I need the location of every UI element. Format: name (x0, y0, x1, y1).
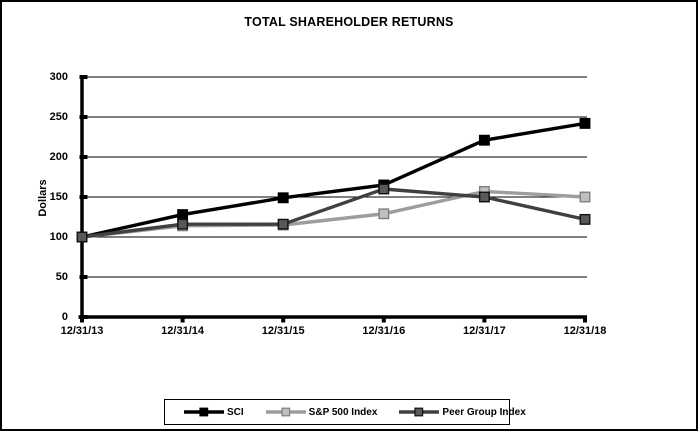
series-line-s-p-500-index (81, 189, 586, 239)
y-tick-label: 300 (49, 71, 68, 83)
series-marker-peer-group-index (579, 213, 591, 225)
series-marker-sci (579, 117, 591, 129)
chart-title: TOTAL SHAREHOLDER RETURNS (244, 15, 454, 29)
series-marker-peer-group-index (277, 218, 289, 230)
series-line-sci (81, 121, 586, 239)
y-tick-label: 200 (49, 151, 68, 163)
legend-item: S&P 500 Index (265, 406, 378, 418)
series-marker-sci (277, 192, 289, 204)
y-tick-label: 150 (49, 191, 68, 203)
series-marker-peer-group-index (478, 191, 490, 203)
x-tick-mark (381, 317, 386, 323)
y-tick-mark (79, 275, 88, 279)
x-tick-mark (80, 317, 84, 323)
y-tick-mark (79, 195, 88, 199)
x-tick-mark (583, 317, 587, 323)
x-tick-label: 12/31/15 (261, 325, 305, 337)
series-marker-sci (177, 209, 189, 221)
x-tick-label: 12/31/13 (60, 325, 104, 337)
legend-line-marker-icon (399, 407, 440, 417)
legend-label: S&P 500 Index (308, 406, 378, 418)
y-tick-label: 100 (49, 231, 68, 243)
series-marker-peer-group-index (76, 231, 88, 243)
series-marker-sci (478, 134, 490, 146)
series-marker-s-p-500-index (579, 191, 591, 203)
legend-item: SCI (184, 407, 244, 418)
x-tick-label: 12/31/18 (563, 325, 607, 337)
x-tick-label: 12/31/17 (462, 325, 506, 337)
y-tick-mark (79, 155, 88, 159)
legend: SCI S&P 500 Index Peer Group Index (164, 399, 526, 425)
legend-item: Peer Group Index (399, 406, 526, 418)
y-tick-label: 50 (55, 271, 68, 283)
series-marker-peer-group-index (177, 218, 189, 230)
y-tick-label: 250 (49, 111, 68, 123)
series-marker-peer-group-index (378, 183, 390, 195)
series-marker-s-p-500-index (378, 208, 390, 220)
x-tick-label: 12/31/14 (161, 325, 204, 337)
legend-line-marker-icon (265, 407, 306, 417)
x-tick-mark (482, 317, 487, 323)
series-line-peer-group-index (81, 187, 586, 239)
x-axis-line (78, 315, 587, 319)
y-tick-mark (79, 75, 88, 79)
x-tick-label: 12/31/16 (362, 325, 406, 337)
y-tick-label: 0 (61, 311, 68, 323)
legend-label: Peer Group Index (442, 406, 526, 418)
x-tick-mark (281, 317, 286, 323)
legend-line-marker-icon (184, 407, 224, 417)
x-tick-mark (180, 317, 185, 323)
legend-label: SCI (227, 406, 244, 418)
y-tick-mark (79, 115, 88, 119)
